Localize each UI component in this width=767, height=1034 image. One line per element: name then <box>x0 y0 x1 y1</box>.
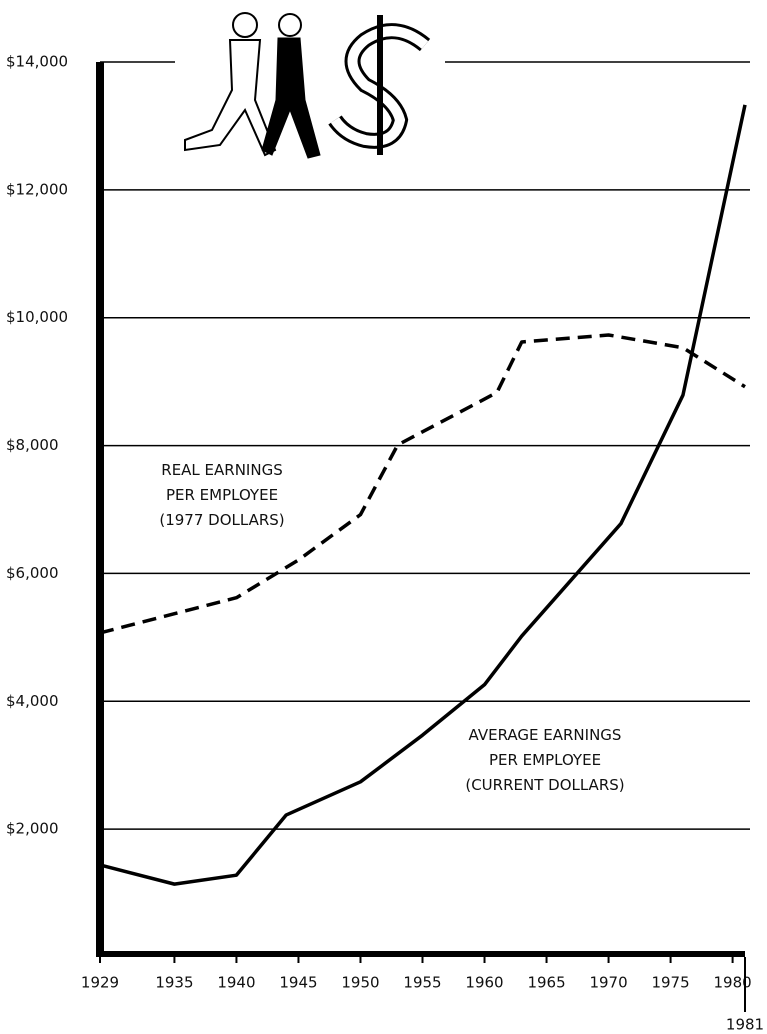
y-tick-label: $10,000 <box>6 308 68 326</box>
series-label-line: (1977 DOLLARS) <box>159 511 284 529</box>
y-tick-label: $2,000 <box>6 820 59 838</box>
x-tick-label: 1975 <box>651 974 689 992</box>
x-tick-label: 1940 <box>217 974 255 992</box>
x-tick-label: 1965 <box>527 974 565 992</box>
series-label-line: (CURRENT DOLLARS) <box>465 776 624 794</box>
series-label: REAL EARNINGS PER EMPLOYEE (1977 DOLLARS) <box>159 461 284 529</box>
x-tick-label: 1960 <box>465 974 503 992</box>
y-tick-label: $14,000 <box>6 53 68 71</box>
x-tick-label: 1955 <box>403 974 441 992</box>
y-tick-label: $4,000 <box>6 692 59 710</box>
x-tick-label: 1945 <box>279 974 317 992</box>
series-line <box>100 335 745 633</box>
x-tick-label: 1935 <box>155 974 193 992</box>
series-label-line: AVERAGE EARNINGS <box>469 726 622 744</box>
series-label: AVERAGE EARNINGS PER EMPLOYEE (CURRENT DOL… <box>465 726 624 794</box>
series-label-line: REAL EARNINGS <box>161 461 282 479</box>
chart: $2,000 $4,000 $6,000 $8,000 $10,000 $12,000 $1… <box>0 0 767 1034</box>
series-label-line: PER EMPLOYEE <box>489 751 601 769</box>
x-tick-label: 1929 <box>81 974 119 992</box>
y-tick-label: $12,000 <box>6 180 68 198</box>
illustration <box>175 13 445 160</box>
series-label-line: PER EMPLOYEE <box>166 486 278 504</box>
y-tick-label: $6,000 <box>6 564 59 582</box>
x-tick-label: 1950 <box>341 974 379 992</box>
x-tick-label: 1970 <box>589 974 627 992</box>
y-tick-label: $8,000 <box>6 436 59 454</box>
x-tick-label: 1981 <box>726 1016 764 1034</box>
